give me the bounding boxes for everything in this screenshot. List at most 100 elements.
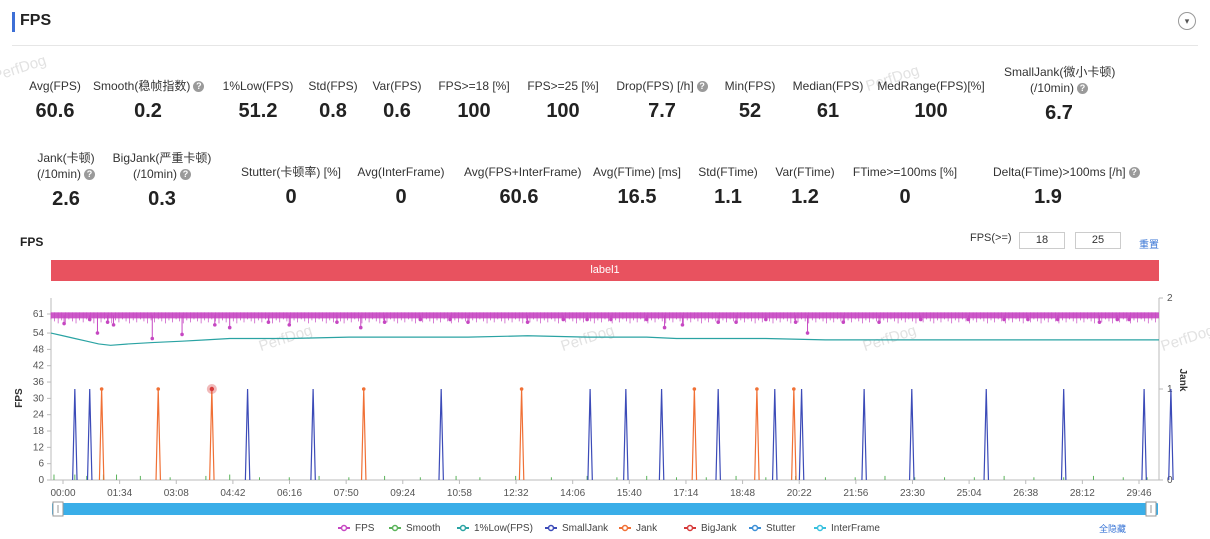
legend-label: SmallJank (562, 523, 609, 534)
jank-point (692, 387, 697, 391)
label-band[interactable]: label1 (51, 260, 1159, 281)
fps-drop-point (680, 323, 685, 327)
metric-metrics_row1-2: 1%Low(FPS) 51.2 (203, 78, 313, 126)
y-tick-label: 36 (33, 377, 45, 388)
metric-metrics_row2-2: Stutter(卡顿率) [%] 0 (236, 164, 346, 212)
legend-marker (751, 524, 759, 532)
section-accent-bar (12, 12, 15, 32)
legend-marker (340, 524, 348, 532)
time-range-slider (52, 503, 1158, 515)
metric-value: 0 (395, 186, 407, 208)
fps-drop-point (213, 323, 217, 327)
fps-drop-point (1026, 317, 1030, 322)
smalljank-spike (1060, 388, 1067, 481)
metric-label: FPS>=18 [%] (438, 79, 510, 93)
help-icon[interactable]: ? (193, 81, 205, 93)
jank-spike (98, 388, 105, 481)
metric-value: 1.1 (714, 186, 742, 208)
x-tick-label: 14:06 (560, 488, 585, 499)
legend-marker (547, 524, 555, 532)
metric-metrics_row1-8: Min(FPS) 52 (695, 78, 805, 126)
legend-marker (686, 524, 694, 532)
metric-label-unit: (/10min) (1029, 81, 1074, 95)
help-icon[interactable]: ? (180, 169, 191, 181)
fps-drop-point (764, 317, 768, 322)
fps-drop-point (1127, 317, 1132, 322)
fps-threshold-label: FPS(>=) (970, 232, 1012, 244)
metric-label: FTime>=100ms [%] (852, 165, 958, 179)
smalljank-spike (1168, 388, 1174, 481)
metric-metrics_row1-10: MedRange(FPS)[%] 100 (876, 78, 986, 126)
help-icon[interactable]: ? (1128, 167, 1140, 179)
metric-label: BigJank(严重卡顿) (112, 151, 212, 165)
help-icon[interactable]: ? (84, 169, 95, 181)
metric-metrics_row1-4: Var(FPS) 0.6 (342, 78, 452, 126)
metric-value: 0 (899, 186, 911, 208)
help-icon[interactable]: ? (1077, 83, 1088, 95)
metric-metrics_row1-6: FPS>=25 [%] 100 (508, 78, 618, 126)
y2-tick-label: 0 (1167, 475, 1173, 486)
metric-metrics_row1-3: Std(FPS) 0.8 (278, 78, 388, 126)
metric-label: Avg(FTime) [ms] (592, 165, 681, 179)
metric-value: 100 (457, 100, 491, 122)
fps-threshold-input-2[interactable]: 25 (1075, 232, 1121, 249)
metric-metrics_row2-5: Avg(FTime) [ms] 16.5 (582, 164, 692, 212)
fps-drop-point (585, 317, 589, 322)
fps-drop-point (266, 320, 271, 324)
jank-point (99, 387, 104, 391)
metric-label: Avg(FPS) (29, 79, 81, 93)
metric-label: Stutter(卡顿率) [%] (240, 165, 341, 179)
metric-value: 1.2 (791, 186, 819, 208)
x-tick-label: 03:08 (164, 488, 189, 499)
fps-drop-point (793, 320, 798, 324)
smalljank-spike (623, 388, 629, 481)
fps-drop-point (609, 317, 613, 322)
x-tick-label: 29:46 (1126, 488, 1151, 499)
x-tick-label: 10:58 (447, 488, 472, 499)
fps-drop-point (335, 320, 339, 324)
reset-link[interactable]: 重置 (1139, 240, 1159, 251)
metric-metrics_row1-11: SmallJank(微小卡顿) (/10min)? 6.7 (1004, 64, 1115, 126)
smalljank-spike (798, 388, 805, 481)
fps-drop-point (644, 317, 649, 322)
metric-label-unit: (/10min) (36, 167, 81, 181)
x-tick-label: 00:00 (50, 488, 75, 499)
smalljank-spike (658, 388, 665, 481)
metric-label: Delta(FTime)>100ms [/h] (993, 165, 1126, 179)
help-icon[interactable]: ? (696, 81, 708, 93)
fps-threshold-input-1[interactable]: 18 (1019, 232, 1065, 249)
legend-label: BigJank (701, 523, 738, 534)
hide-all-toggle[interactable]: 全隐藏 (1099, 524, 1127, 534)
section-title: FPS (20, 12, 52, 29)
metric-metrics_row2-9: Delta(FTime)>100ms [/h]? 1.9 (993, 164, 1140, 212)
metric-metrics_row2-3: Avg(InterFrame) 0 (346, 164, 456, 212)
metric-metrics_row2-1: BigJank(严重卡顿) (/10min)? 0.3 (107, 150, 217, 212)
metric-label: Avg(FPS+InterFrame) (464, 165, 582, 179)
metric-label: Smooth(稳帧指数) (93, 79, 191, 93)
metric-metrics_row2-7: Var(FTime) 1.2 (750, 164, 860, 212)
x-tick-label: 07:50 (334, 488, 359, 499)
fps-drop-point (662, 325, 667, 330)
x-tick-label: 26:38 (1013, 488, 1038, 499)
fps-drop-point (805, 331, 810, 335)
jank-spike (155, 388, 162, 481)
smalljank-spike (771, 388, 778, 481)
collapse-toggle-icon[interactable]: ▾ (1178, 12, 1196, 30)
metric-label: Jank(卡顿) (37, 151, 95, 165)
x-tick-label: 17:14 (673, 488, 698, 499)
y-tick-label: 18 (33, 426, 45, 437)
x-tick-label: 04:42 (220, 488, 245, 499)
y-tick-label: 42 (33, 361, 45, 372)
metric-value: 16.5 (617, 186, 657, 208)
legend-label: Jank (636, 523, 658, 534)
y2-tick-label: 1 (1167, 384, 1173, 395)
metric-value: 100 (546, 100, 580, 122)
y-tick-label: 54 (33, 328, 45, 339)
metric-value: 6.7 (1045, 102, 1073, 124)
metric-label: Avg(InterFrame) (357, 165, 445, 179)
smalljank-spike (310, 388, 316, 481)
header-divider (12, 45, 1198, 46)
legend-label: FPS (355, 523, 375, 534)
metric-value: 0.2 (134, 100, 162, 122)
smalljank-spike (72, 388, 78, 481)
